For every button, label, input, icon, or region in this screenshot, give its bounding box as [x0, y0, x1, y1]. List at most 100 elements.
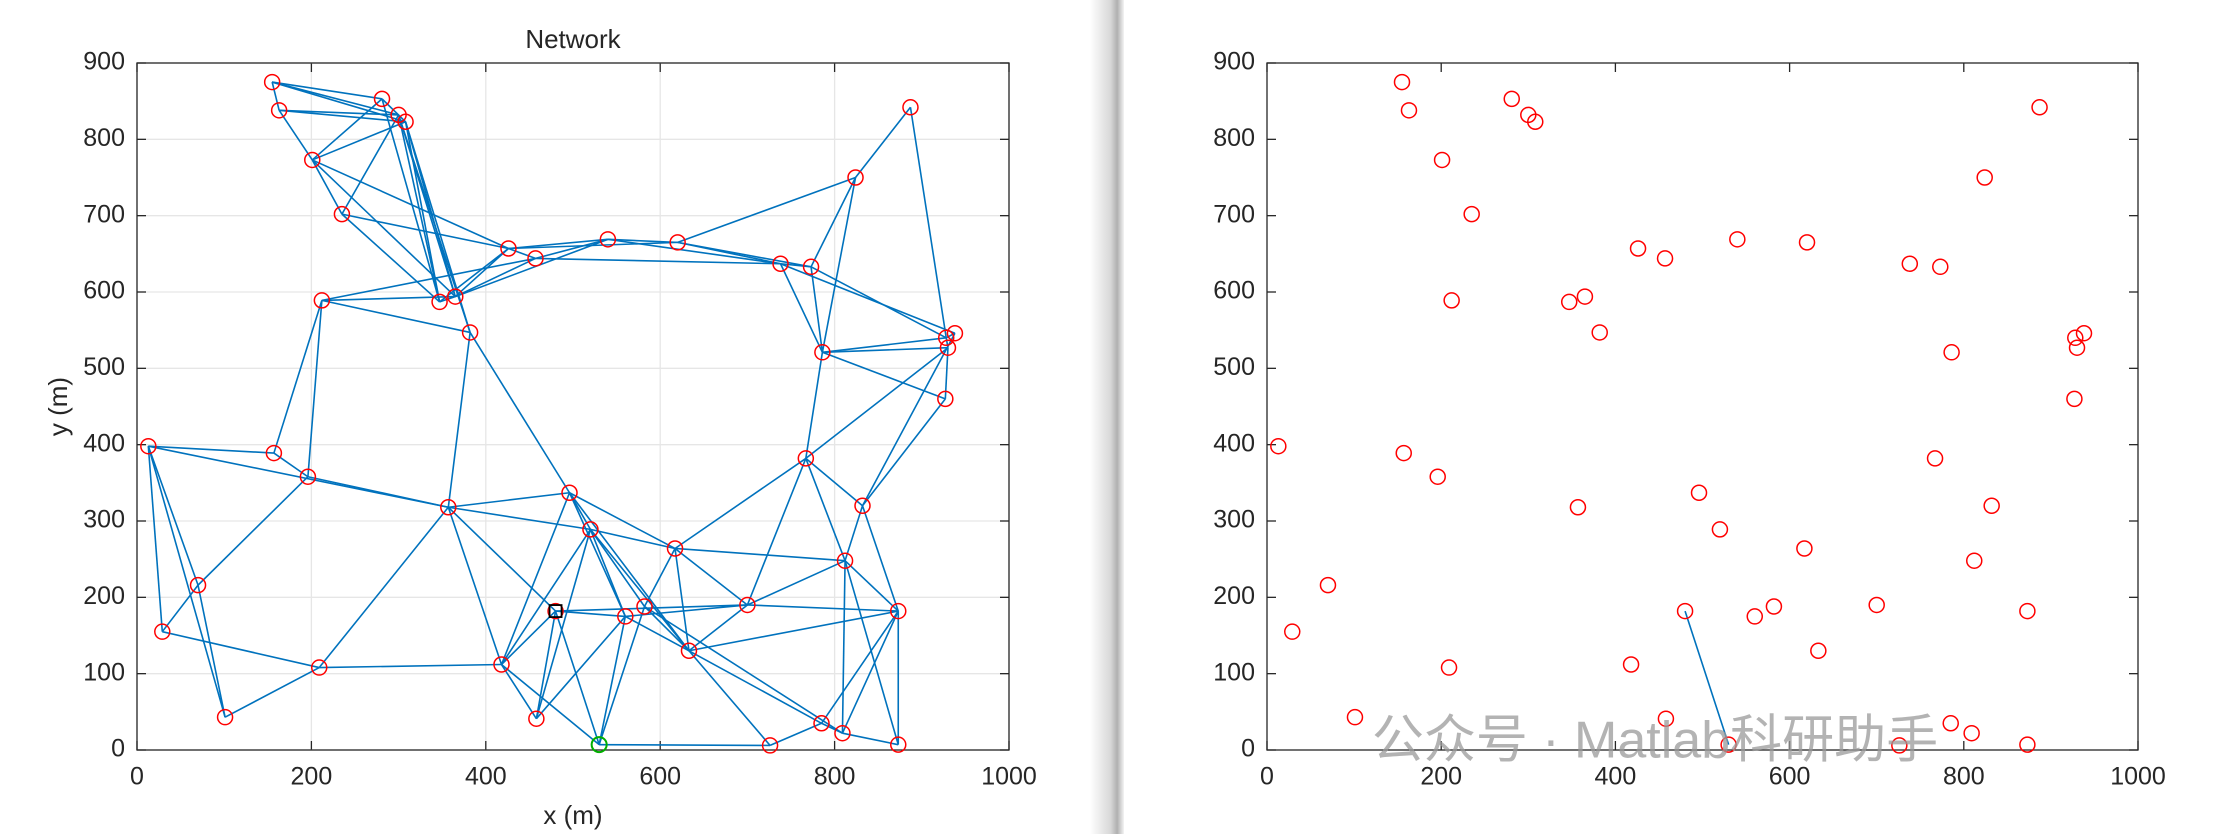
edge	[319, 663, 502, 669]
node	[1527, 113, 1544, 131]
node	[1622, 656, 1640, 673]
node	[617, 608, 634, 625]
node	[1983, 497, 2000, 514]
node	[834, 724, 851, 742]
edge	[643, 605, 690, 652]
edge	[273, 300, 323, 454]
node	[2031, 99, 2048, 116]
x-tick-label: 200	[291, 763, 333, 791]
edge	[589, 528, 690, 652]
watermark: 公众号 · Matlab科研助手	[1372, 712, 1938, 770]
node	[937, 329, 955, 347]
node	[2019, 602, 2036, 620]
node	[1270, 437, 1287, 455]
y-tick-label: 700	[83, 200, 125, 228]
edge	[447, 506, 557, 612]
edge	[805, 347, 949, 460]
edge	[341, 213, 509, 250]
edge	[747, 604, 899, 612]
x-tick-label: 400	[465, 763, 507, 791]
node	[1656, 250, 1674, 267]
node	[263, 73, 281, 91]
node	[1503, 90, 1521, 108]
node	[154, 623, 171, 640]
edge	[822, 351, 946, 400]
node	[797, 450, 815, 467]
y-tick-label: 500	[83, 353, 125, 381]
edge	[307, 475, 449, 509]
edge	[469, 332, 571, 494]
edge	[810, 177, 857, 268]
x-tick-label: 800	[1943, 763, 1985, 791]
edge	[147, 445, 226, 718]
edge	[554, 610, 600, 745]
x-tick-label: 600	[639, 763, 681, 791]
edge	[688, 650, 771, 746]
node	[1711, 521, 1729, 538]
edge	[589, 528, 646, 607]
node	[890, 736, 907, 753]
edge	[311, 159, 509, 250]
x-tick-label: 200	[1420, 763, 1462, 791]
node	[333, 205, 351, 223]
node	[937, 390, 954, 408]
node	[1720, 736, 1737, 753]
node	[1796, 540, 1813, 557]
node	[1926, 450, 1944, 467]
edge	[568, 492, 627, 617]
node	[946, 324, 964, 342]
edge	[439, 247, 509, 303]
sink-node	[548, 604, 563, 618]
edge	[841, 610, 899, 734]
edge	[841, 560, 846, 734]
edge	[454, 247, 510, 298]
edge	[598, 606, 646, 745]
edge	[805, 352, 824, 459]
y-tick-label: 200	[1213, 582, 1255, 610]
x-tick-label: 0	[130, 763, 144, 791]
edge	[688, 604, 748, 652]
node	[1440, 659, 1458, 676]
edge	[780, 262, 812, 268]
node	[739, 596, 756, 614]
node	[265, 444, 283, 462]
edge	[842, 732, 899, 746]
edge	[439, 295, 456, 303]
node	[1690, 484, 1708, 502]
node	[1560, 293, 1578, 311]
node	[761, 737, 779, 754]
x-tick-label: 1000	[981, 763, 1037, 791]
node	[1395, 444, 1412, 462]
node	[1901, 255, 1919, 273]
edge	[810, 266, 824, 353]
edge	[397, 114, 441, 303]
node	[547, 602, 564, 620]
node	[847, 169, 864, 186]
edge	[321, 257, 536, 302]
edge	[147, 446, 164, 632]
edge	[607, 238, 781, 265]
edge	[381, 98, 407, 123]
edge	[780, 263, 956, 334]
node	[1765, 598, 1783, 615]
edge	[271, 81, 280, 111]
edge	[677, 241, 812, 268]
plot-area	[1267, 63, 2138, 750]
edge	[535, 529, 592, 719]
edge	[677, 176, 856, 244]
node	[836, 552, 854, 569]
edge	[272, 81, 383, 100]
edge	[779, 263, 824, 353]
node	[939, 339, 957, 356]
edge	[569, 492, 676, 550]
edge	[500, 528, 592, 665]
edge	[508, 241, 678, 250]
edge	[307, 300, 323, 477]
edge	[148, 445, 274, 454]
edge	[688, 650, 822, 724]
node	[582, 521, 599, 538]
edge	[535, 257, 781, 265]
node	[1798, 234, 1816, 251]
node	[890, 602, 907, 620]
edge	[861, 505, 900, 612]
